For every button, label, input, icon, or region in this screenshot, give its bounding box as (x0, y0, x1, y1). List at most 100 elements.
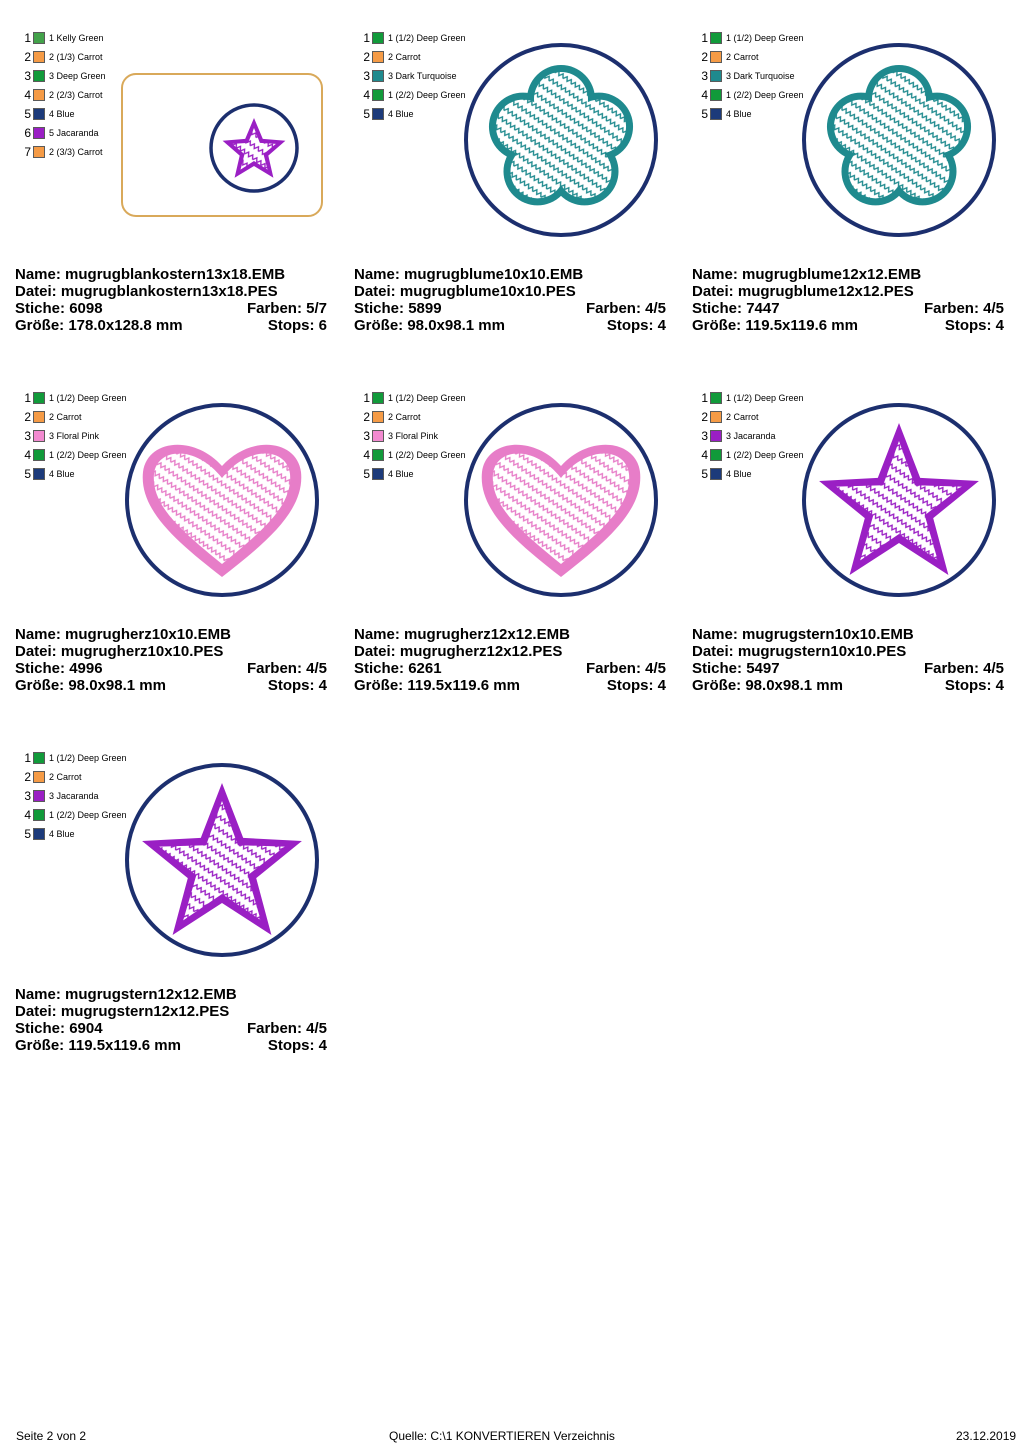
design-name-label: Name: (692, 266, 738, 283)
info-row: Datei: mugrugstern12x12.PES (15, 1003, 327, 1020)
legend-color-swatch (710, 88, 722, 101)
design-size-label: Größe: (15, 1037, 65, 1054)
color-legend: 1 1 (1/2) Deep Green 2 2 Carrot 3 3 Jacaranda… (696, 388, 806, 483)
info-row: Name: mugrugblankostern13x18.EMB (15, 266, 327, 283)
color-count-label: Farben: (246, 1020, 302, 1037)
design-size: Größe: 119.5x119.6 mm (692, 317, 858, 334)
design-card: 1 1 (1/2) Deep Green 2 2 Carrot 3 3 Floral Pi… (15, 388, 327, 728)
legend-color-swatch (33, 126, 45, 139)
legend-color-swatch (33, 827, 45, 840)
legend-row: 3 3 Dark Turquoise (696, 66, 806, 85)
footer-source: Quelle: C:\1 KONVERTIEREN Verzeichnis (389, 1429, 615, 1443)
legend-number: 5 (363, 466, 370, 481)
legend-number: 1 (363, 30, 370, 45)
design-size: Größe: 98.0x98.1 mm (354, 317, 505, 334)
legend-label: 1 (2/2) Deep Green (49, 809, 127, 820)
design-info: Name: mugrugstern12x12.EMB Datei: mugrugs… (15, 986, 327, 1054)
legend-label: 2 (3/3) Carrot (49, 146, 103, 157)
stop-count: Stops: 4 (268, 1037, 327, 1054)
legend-label: 3 Jacaranda (49, 790, 99, 801)
stitch-count-label: Stiche: (15, 1020, 66, 1037)
info-row: Datei: mugrugblume10x10.PES (354, 283, 666, 300)
legend-row: 2 2 Carrot (696, 47, 806, 66)
color-count-label: Farben: (246, 660, 302, 677)
stitch-count-label: Stiche: (692, 660, 743, 677)
legend-row: 4 1 (2/2) Deep Green (19, 805, 129, 824)
stitch-count-label: Stiche: (692, 300, 743, 317)
stop-count: Stops: 4 (268, 677, 327, 694)
design-preview (117, 382, 327, 618)
design-name-value: mugrugstern10x10.EMB (742, 626, 914, 643)
flower-fill (495, 72, 627, 199)
legend-color-swatch (33, 808, 45, 821)
stop-count-value: 4 (657, 317, 666, 334)
legend-label: 1 (1/2) Deep Green (726, 32, 804, 43)
legend-number: 5 (24, 466, 31, 481)
stitch-count-label: Stiche: (354, 300, 405, 317)
stop-count-value: 4 (318, 1037, 327, 1054)
design-name-label: Name: (15, 986, 61, 1003)
legend-number: 4 (701, 87, 708, 102)
design-name-label: Name: (15, 266, 61, 283)
design-name-value: mugrugherz10x10.EMB (65, 626, 231, 643)
legend-color-swatch (33, 107, 45, 120)
legend-row: 5 4 Blue (19, 824, 129, 843)
info-row: Stiche: 6904 Farben: 4/5 (15, 1020, 327, 1037)
legend-number: 3 (24, 428, 31, 443)
legend-row: 2 2 Carrot (358, 407, 468, 426)
design-size-value: 98.0x98.1 mm (68, 677, 166, 694)
legend-row: 4 1 (2/2) Deep Green (19, 445, 129, 464)
legend-label: 1 (2/2) Deep Green (388, 449, 466, 460)
legend-row: 5 4 Blue (19, 104, 129, 123)
info-row: Stiche: 6098 Farben: 5/7 (15, 300, 327, 317)
legend-label: 1 Kelly Green (49, 32, 104, 43)
legend-number: 3 (24, 68, 31, 83)
color-legend: 1 1 (1/2) Deep Green 2 2 Carrot 3 3 Jacaranda… (19, 748, 129, 843)
legend-label: 2 Carrot (49, 411, 82, 422)
design-card: 1 1 (1/2) Deep Green 2 2 Carrot 3 3 Floral Pi… (354, 388, 666, 728)
legend-color-swatch (33, 31, 45, 44)
info-row: Größe: 98.0x98.1 mm Stops: 4 (354, 317, 666, 334)
legend-label: 3 Deep Green (49, 70, 106, 81)
design-file-label: Datei: (354, 643, 396, 660)
design-size-value: 98.0x98.1 mm (745, 677, 843, 694)
info-row: Name: mugrugstern12x12.EMB (15, 986, 327, 1003)
stitch-count: Stiche: 6261 (354, 660, 442, 677)
design-name: Name: mugrugblume10x10.EMB (354, 266, 583, 283)
stitch-count: Stiche: 6904 (15, 1020, 103, 1037)
legend-number: 4 (24, 807, 31, 822)
legend-color-swatch (710, 107, 722, 120)
legend-label: 2 Carrot (388, 411, 421, 422)
design-info: Name: mugrugherz12x12.EMB Datei: mugrughe… (354, 626, 666, 694)
info-row: Stiche: 5497 Farben: 4/5 (692, 660, 1004, 677)
design-preview-image (802, 43, 996, 237)
design-size: Größe: 119.5x119.6 mm (15, 1037, 181, 1054)
legend-number: 1 (24, 750, 31, 765)
legend-color-swatch (710, 448, 722, 461)
stitch-count-label: Stiche: (354, 660, 405, 677)
legend-number: 2 (701, 409, 708, 424)
legend-row: 2 2 Carrot (19, 767, 129, 786)
star-fill (232, 128, 276, 170)
stitch-count: Stiche: 7447 (692, 300, 780, 317)
heart-fill (492, 453, 630, 564)
design-preview (456, 382, 666, 618)
design-preview (117, 742, 327, 978)
legend-row: 1 1 (1/2) Deep Green (696, 28, 806, 47)
legend-row: 3 3 Dark Turquoise (358, 66, 468, 85)
color-count-label: Farben: (923, 660, 979, 677)
legend-label: 2 (1/3) Carrot (49, 51, 103, 62)
color-count-label: Farben: (585, 660, 641, 677)
legend-color-swatch (710, 31, 722, 44)
info-row: Größe: 119.5x119.6 mm Stops: 4 (15, 1037, 327, 1054)
design-file: Datei: mugrugherz12x12.PES (354, 643, 562, 660)
legend-number: 2 (24, 769, 31, 784)
legend-color-swatch (33, 448, 45, 461)
stitch-count: Stiche: 5899 (354, 300, 442, 317)
legend-number: 5 (701, 466, 708, 481)
color-count: Farben: 4/5 (924, 300, 1004, 317)
design-size: Größe: 98.0x98.1 mm (15, 677, 166, 694)
design-file: Datei: mugrugblankostern13x18.PES (15, 283, 278, 300)
legend-row: 3 3 Jacaranda (696, 426, 806, 445)
stop-count-value: 4 (995, 317, 1004, 334)
